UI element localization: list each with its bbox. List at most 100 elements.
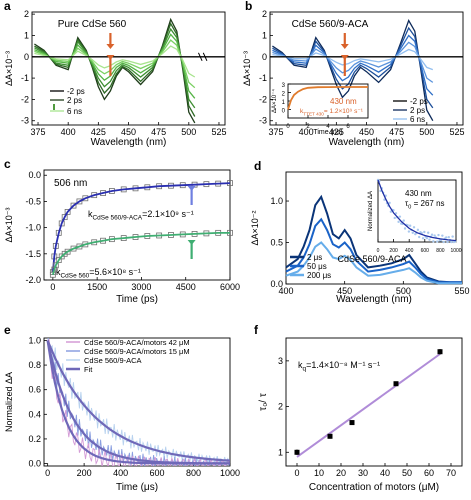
- plot-frame: [377, 179, 457, 243]
- inset-data-point: [421, 237, 425, 240]
- inset-data-point: [397, 220, 400, 224]
- inset-series-line: [287, 86, 368, 110]
- inset-fit-line: [377, 179, 457, 242]
- inset-data-point: [442, 240, 445, 244]
- y-tick-label: -2: [259, 94, 267, 104]
- x-tick-label: 400: [278, 286, 293, 296]
- y-tick-label: 0: [262, 52, 267, 62]
- chart-title: 506 nm: [54, 178, 87, 189]
- inset-data-point: [428, 238, 431, 241]
- inset-data-point: [394, 212, 398, 215]
- y-tick-label: 1: [24, 30, 29, 40]
- axes: 0 1500 3000 4500 6000 -2.0 -1.5 -1.0 -0.5 0.0: [25, 169, 240, 292]
- legend-label: -2 ps: [410, 97, 428, 106]
- inset-label: 430 nm: [330, 97, 357, 106]
- arrow-head: [340, 44, 349, 49]
- data-point: [294, 449, 300, 455]
- x-tick-label: 425: [329, 127, 344, 137]
- axes: 375 400 425 450 475 500 525 -3 -2 -1 0 1 2: [21, 9, 227, 137]
- x-tick-label: 10: [314, 468, 324, 478]
- plot-frame: [43, 169, 231, 281]
- chart-title: CdSe 560/9-ACA: [337, 254, 406, 264]
- panel-label: e: [4, 323, 11, 337]
- x-tick-label: 0: [50, 282, 55, 292]
- inset-data-point: [433, 234, 436, 237]
- series-line: [285, 194, 462, 284]
- inset-data-point: [445, 236, 448, 239]
- y-tick-label: 0.5: [270, 238, 283, 248]
- inset-data-point: [411, 231, 414, 234]
- plot-frame: [43, 337, 231, 467]
- y-tick-label: 2: [262, 9, 267, 19]
- y-tick-label: 0.0: [28, 459, 41, 469]
- legend-label: 6 ns: [410, 115, 425, 124]
- x-tick-label: 60: [424, 468, 434, 478]
- x-axis-label: Concentration of motors (μM): [309, 482, 439, 493]
- y-tick-label: -1.0: [25, 223, 41, 233]
- x-tick-label: 200: [77, 468, 92, 478]
- pointer-arrow-down: [340, 33, 349, 49]
- x-tick-label: 20: [336, 468, 346, 478]
- inset-data-point: [412, 226, 416, 229]
- y-tick-label: -1: [259, 73, 267, 83]
- inset-data-point: [407, 230, 411, 233]
- y-axis-label: ΔA×10⁻³: [242, 51, 252, 86]
- y-tick-label: -0.5: [25, 196, 41, 206]
- data-point: [64, 248, 71, 255]
- inset-data-point: [388, 201, 391, 205]
- x-tick-label: 500: [181, 127, 196, 137]
- rate-annotation: kq=1.4×10⁻⁸ M⁻¹ s⁻¹: [298, 360, 380, 373]
- x-tick-label: 600: [421, 248, 430, 254]
- x-tick-label: 3000: [131, 282, 151, 292]
- rate-annotation: kCdSe 560=5.6×10⁸ s⁻¹: [56, 267, 141, 280]
- plot-frame: [285, 171, 463, 285]
- y-axis-label: Normalized ΔA: [4, 372, 14, 432]
- inset-data-point: [408, 224, 412, 227]
- arrow-head: [106, 55, 115, 60]
- inset-annotation: τ0 = 267 ns: [405, 199, 445, 211]
- x-tick-label: 50: [402, 468, 412, 478]
- inset-data-point: [402, 219, 405, 222]
- x-axis-label: Time (μs): [116, 482, 158, 493]
- pointer-arrow-down: [106, 33, 115, 49]
- x-tick-label: 40: [380, 468, 390, 478]
- y-tick-label: 2: [24, 9, 29, 19]
- axis-break-mark: [202, 52, 208, 61]
- x-axis-label: Wavelength (nm): [329, 137, 405, 148]
- x-tick-label: 500: [396, 286, 411, 296]
- x-tick-label: 70: [446, 468, 456, 478]
- y-tick-label: 0.6: [28, 385, 41, 395]
- x-tick-label: 200: [389, 248, 398, 254]
- inset-data-point: [423, 230, 426, 234]
- data-point: [70, 202, 77, 209]
- panel-label: b: [245, 0, 252, 13]
- x-tick-label: 400: [405, 248, 414, 254]
- inset-annotation: kTTET 430= 1.2×10⁹ s⁻¹: [300, 108, 364, 117]
- x-tick-label: 450: [359, 127, 374, 137]
- data-point: [64, 209, 71, 215]
- x-tick-label: 525: [449, 127, 464, 137]
- inset-data-point: [403, 227, 407, 230]
- pointer-arrow-up: [340, 55, 349, 76]
- legend-label: 200 μs: [307, 271, 331, 280]
- arrow-head: [340, 55, 349, 60]
- x-tick-label: 4500: [176, 282, 196, 292]
- x-tick-label: 6000: [220, 282, 240, 292]
- data-point: [61, 250, 68, 257]
- panel-label: d: [254, 159, 261, 173]
- x-tick-label: 375: [269, 127, 284, 137]
- inset-data-point: [437, 233, 440, 237]
- inset-data-point: [436, 240, 439, 243]
- legend-label: CdSe 560/9-ACA/motors 42 μM: [84, 338, 190, 347]
- legend-label: CdSe 560/9-ACA: [84, 356, 142, 365]
- x-tick-label: 400: [61, 127, 76, 137]
- plot-area: [46, 338, 230, 466]
- inset-data-point: [417, 235, 421, 239]
- inset-data-point: [425, 236, 429, 240]
- y-tick-label: 0: [24, 52, 29, 62]
- raw-trace: [47, 338, 230, 466]
- x-tick-label: 550: [454, 286, 469, 296]
- x-tick-label: 1000: [220, 468, 240, 478]
- series-line: [272, 26, 434, 109]
- legend-label: -2 ps: [67, 87, 85, 96]
